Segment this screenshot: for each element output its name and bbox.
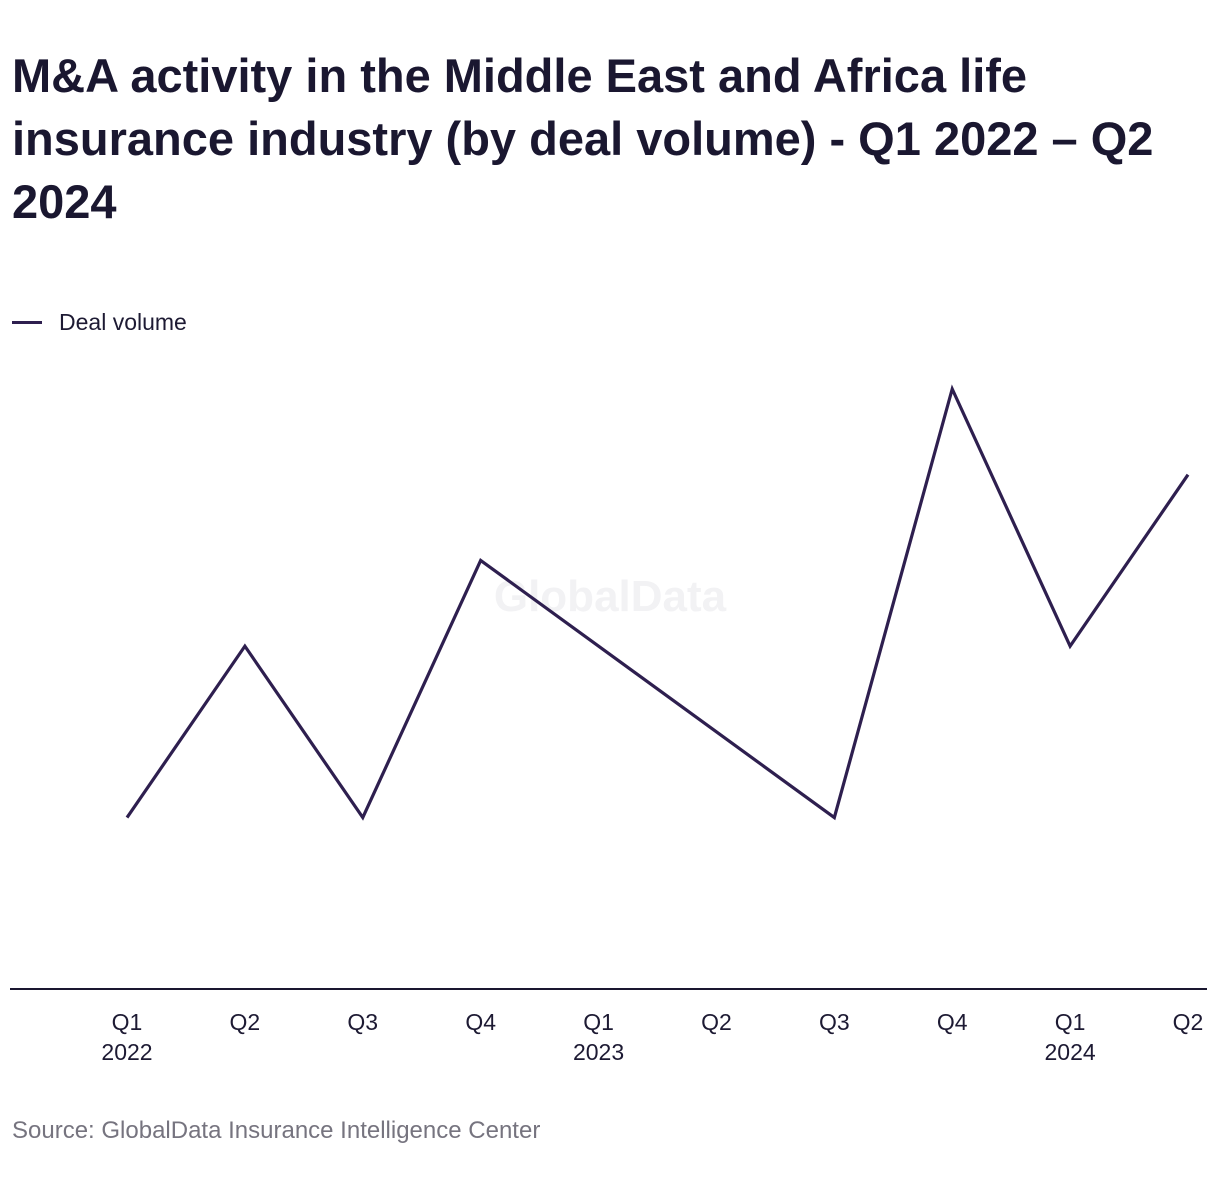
x-axis-ticks: Q1 2022 Q2 Q3 Q4 Q1 2023 Q2 Q3 Q4 Q1 2024 Q2 xyxy=(101,1009,1203,1065)
x-tick-label-year: 2022 xyxy=(101,1039,152,1065)
x-tick-label-quarter: Q1 xyxy=(1055,1009,1086,1035)
source-note: Source: GlobalData Insurance Intelligenc… xyxy=(12,1117,541,1144)
x-tick-label-year: 2024 xyxy=(1045,1039,1096,1065)
chart-title: M&A activity in the Middle East and Afri… xyxy=(12,49,1154,228)
x-tick-label-quarter: Q3 xyxy=(347,1009,378,1035)
x-tick-label-quarter: Q1 xyxy=(583,1009,614,1035)
legend-label-deal-volume: Deal volume xyxy=(59,308,187,335)
legend: Deal volume xyxy=(12,306,187,338)
x-tick-label-year: 2023 xyxy=(573,1039,624,1065)
x-tick-label-quarter: Q4 xyxy=(937,1009,968,1035)
x-tick-label-quarter: Q2 xyxy=(230,1009,261,1035)
series-line-deal-volume xyxy=(125,384,1190,821)
x-tick-label-quarter: Q4 xyxy=(465,1009,496,1035)
x-tick-label-quarter: Q2 xyxy=(1173,1009,1204,1035)
legend-line-swatch xyxy=(12,320,42,324)
x-tick-label-quarter: Q3 xyxy=(819,1009,850,1035)
x-tick-label-quarter: Q1 xyxy=(112,1009,143,1035)
plot-area xyxy=(125,384,1190,821)
x-tick-label-quarter: Q2 xyxy=(701,1009,732,1035)
